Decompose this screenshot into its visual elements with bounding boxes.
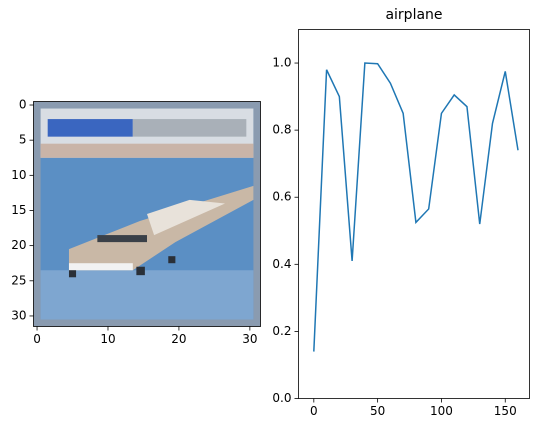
y-tick-label: 0 [19, 98, 27, 112]
x-tick-label: 10 [100, 332, 115, 346]
image [33, 101, 261, 327]
plot-frame [298, 29, 530, 399]
x-tick-label: 0 [310, 404, 318, 418]
y-tick-label: 25 [11, 273, 26, 287]
y-tick-label: 0.6 [272, 190, 291, 204]
x-tick-label: 30 [242, 332, 257, 346]
y-tick-label: 30 [11, 308, 26, 322]
y-tick-label: 0.0 [272, 391, 291, 405]
y-tick-label: 15 [11, 203, 26, 217]
x-tick-label: 150 [494, 404, 517, 418]
y-tick-label: 5 [19, 133, 27, 147]
y-tick-label: 0.2 [272, 324, 291, 338]
line [313, 62, 519, 352]
y-tick-label: 1.0 [272, 56, 291, 70]
y-tick-label: 0.4 [272, 257, 291, 271]
y-tick-label: 0.8 [272, 123, 291, 137]
x-tick-label: 50 [370, 404, 385, 418]
x-tick-label: 100 [430, 404, 453, 418]
x-tick-label: 20 [171, 332, 186, 346]
y-tick-label: 20 [11, 238, 26, 252]
x-tick-label: 0 [33, 332, 41, 346]
image-frame [33, 101, 261, 327]
y-tick-label: 10 [11, 168, 26, 182]
chart-title: airplane [385, 7, 442, 23]
